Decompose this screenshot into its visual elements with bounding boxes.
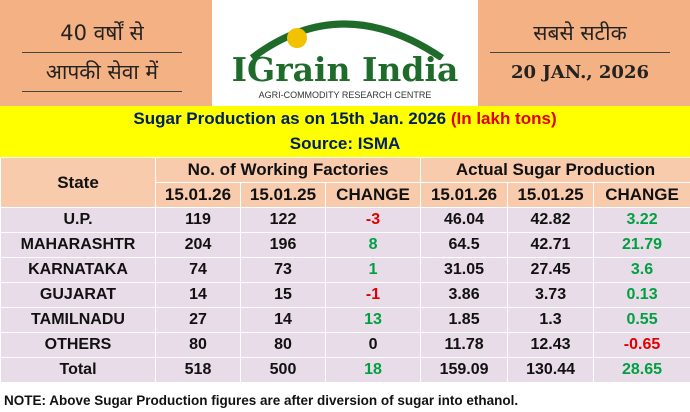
cell: 42.71 (507, 232, 595, 258)
cell: 3.22 (593, 207, 690, 233)
table-row: Total 518 500 18 159.09 130.44 28.65 (0, 357, 690, 383)
cell: 27.45 (507, 257, 595, 283)
logo: IGrain India AGRI-COMMODITY RESEARCH CEN… (212, 0, 478, 106)
cell: 80 (240, 332, 326, 358)
title-band: Sugar Production as on 15th Jan. 2026 (I… (0, 106, 690, 157)
table-row: TAMILNADU 27 14 13 1.85 1.3 0.55 (0, 307, 690, 333)
group-header: Actual Sugar Production (420, 157, 690, 183)
right-box: सबसे सटीक 20 JAN., 2026 (490, 14, 670, 93)
cell: 8 (324, 232, 422, 258)
cell: 159.09 (420, 357, 509, 383)
cell: 18 (324, 357, 422, 383)
cell: 0.13 (593, 282, 690, 308)
cell: 73 (240, 257, 326, 283)
cell: 13 (324, 307, 422, 333)
cell: 0 (324, 332, 422, 358)
cell: 27 (155, 307, 241, 333)
table-row: GUJARAT 14 15 -1 3.86 3.73 0.13 (0, 282, 690, 308)
row-label: OTHERS (0, 332, 156, 358)
date: 20 JAN., 2026 (511, 62, 649, 83)
cell: 3.86 (420, 282, 509, 308)
cell: 15 (240, 282, 326, 308)
cell: 21.79 (593, 232, 690, 258)
tagline-1: 40 वर्षों से (22, 14, 182, 53)
cell: 64.5 (420, 232, 509, 258)
slogan: सबसे सटीक (490, 14, 670, 53)
cell: -3 (324, 207, 422, 233)
cell: 119 (155, 207, 241, 233)
sub-header: 15.01.25 (507, 182, 595, 208)
cell: 500 (240, 357, 326, 383)
header: 40 वर्षों से आपकी सेवा में IGrain India … (0, 0, 690, 106)
cell: 46.04 (420, 207, 509, 233)
row-label: Total (0, 357, 156, 383)
state-header: State (0, 157, 156, 208)
tagline-2: आपकी सेवा में (22, 53, 182, 92)
cell: 1.85 (420, 307, 509, 333)
cell: -0.65 (593, 332, 690, 358)
cell: 11.78 (420, 332, 509, 358)
table-row: KARNATAKA 74 73 1 31.05 27.45 3.6 (0, 257, 690, 283)
row-label: U.P. (0, 207, 156, 233)
cell: 74 (155, 257, 241, 283)
cell: 1.3 (507, 307, 595, 333)
cell: 518 (155, 357, 241, 383)
unit: (In lakh tons) (450, 109, 557, 128)
title: Sugar Production as on 15th Jan. 2026 (133, 109, 447, 128)
cell: 80 (155, 332, 241, 358)
sub-header: CHANGE (324, 182, 422, 208)
table-row: OTHERS 80 80 0 11.78 12.43 -0.65 (0, 332, 690, 358)
cell: 204 (155, 232, 241, 258)
logo-title: IGrain India (231, 50, 459, 89)
cell: 1 (324, 257, 422, 283)
source: Source: ISMA (289, 134, 401, 153)
group-header: No. of Working Factories (154, 157, 422, 183)
cell: 3.73 (507, 282, 595, 308)
table-row: MAHARASHTR 204 196 8 64.5 42.71 21.79 (0, 232, 690, 258)
row-label: TAMILNADU (0, 307, 156, 333)
cell: -1 (324, 282, 422, 308)
cell: 42.82 (507, 207, 595, 233)
cell: 0.55 (593, 307, 690, 333)
tagline: 40 वर्षों से आपकी सेवा में (22, 14, 182, 94)
logo-arc (249, 20, 444, 60)
row-label: KARNATAKA (0, 257, 156, 283)
cell: 130.44 (507, 357, 595, 383)
cell: 31.05 (420, 257, 509, 283)
row-label: MAHARASHTR (0, 232, 156, 258)
row-label: GUJARAT (0, 282, 156, 308)
cell: 3.6 (593, 257, 690, 283)
sub-header: 15.01.26 (155, 182, 241, 208)
sub-header: CHANGE (593, 182, 690, 208)
cell: 122 (240, 207, 326, 233)
cell: 14 (155, 282, 241, 308)
sub-header: 15.01.26 (420, 182, 509, 208)
cell: 14 (240, 307, 326, 333)
cell: 28.65 (593, 357, 690, 383)
cell: 12.43 (507, 332, 595, 358)
note: NOTE: Above Sugar Production figures are… (0, 389, 690, 412)
table-row: U.P. 119 122 -3 46.04 42.82 3.22 (0, 207, 690, 233)
table: State No. of Working Factories Actual Su… (0, 157, 690, 383)
logo-subtitle: AGRI-COMMODITY RESEARCH CENTRE (258, 90, 432, 100)
sub-header: 15.01.25 (240, 182, 326, 208)
cell: 196 (240, 232, 326, 258)
